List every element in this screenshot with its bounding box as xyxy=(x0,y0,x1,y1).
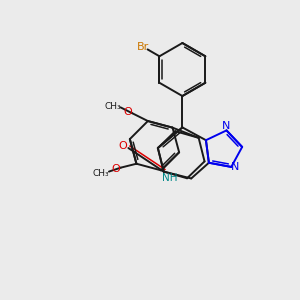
Text: CH₃: CH₃ xyxy=(93,169,110,178)
Text: O: O xyxy=(112,164,120,174)
Text: O: O xyxy=(123,107,132,117)
Text: CH₃: CH₃ xyxy=(104,102,121,111)
Text: N: N xyxy=(222,122,231,131)
Text: O: O xyxy=(118,141,127,151)
Text: Br: Br xyxy=(137,42,149,52)
Text: N: N xyxy=(231,162,239,172)
Text: NH: NH xyxy=(162,173,177,183)
